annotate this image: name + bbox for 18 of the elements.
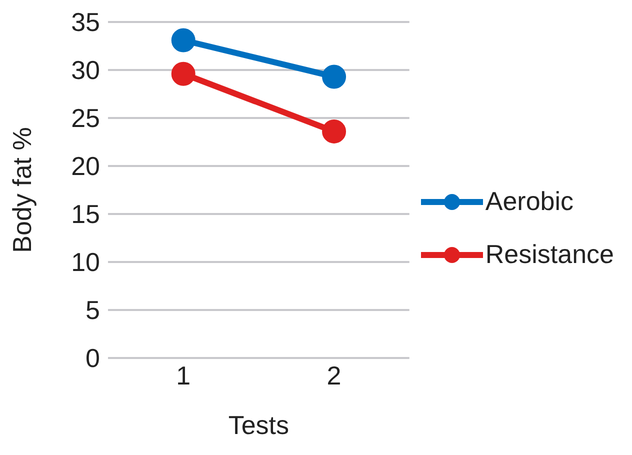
y-tick-label: 10 — [71, 247, 100, 278]
y-tick-label: 5 — [86, 295, 100, 326]
x-axis-title: Tests — [228, 410, 290, 440]
x-tick-label: 1 — [176, 360, 191, 390]
y-tick-label: 25 — [71, 103, 100, 134]
legend-label: Resistance — [485, 239, 614, 270]
legend-label: Aerobic — [485, 186, 574, 217]
point — [171, 62, 196, 86]
y-tick-label: 35 — [71, 7, 100, 38]
point — [322, 119, 346, 144]
y-tick-label: 20 — [71, 151, 100, 182]
y-axis-title: Body fat % — [7, 127, 38, 253]
y-tick-label: 15 — [71, 199, 100, 230]
y-tick-label: 30 — [71, 55, 100, 86]
point — [171, 28, 196, 52]
x-tick-label: 2 — [326, 360, 342, 390]
point — [322, 64, 346, 89]
y-tick-label: 0 — [86, 343, 100, 374]
